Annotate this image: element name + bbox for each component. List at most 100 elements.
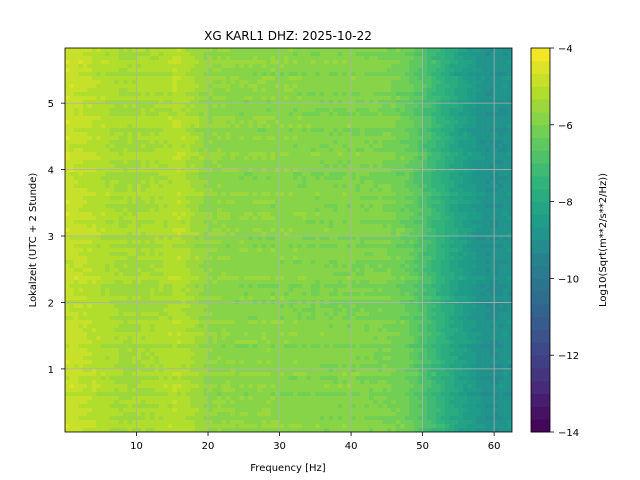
heatmap-cell [462, 116, 468, 121]
heatmap-cell [185, 76, 191, 81]
heatmap-cell [176, 212, 182, 217]
heatmap-cell [386, 56, 392, 61]
heatmap-cell [105, 56, 111, 61]
heatmap-cell [257, 100, 263, 105]
heatmap-cell [261, 196, 267, 201]
heatmap-cell [239, 220, 245, 225]
heatmap-cell [391, 84, 397, 89]
heatmap-cell [351, 244, 357, 249]
heatmap-cell [449, 192, 455, 197]
heatmap-cell [386, 160, 392, 165]
heatmap-cell [328, 220, 334, 225]
heatmap-cell [181, 160, 187, 165]
heatmap-cell [315, 128, 321, 133]
heatmap-cell [471, 104, 477, 109]
heatmap-cell [324, 148, 330, 153]
heatmap-cell [96, 108, 102, 113]
heatmap-cell [382, 244, 388, 249]
heatmap-cell [284, 188, 290, 193]
heatmap-cell [261, 212, 267, 217]
heatmap-cell [427, 60, 433, 65]
heatmap-cell [453, 72, 459, 77]
heatmap-cell [328, 164, 334, 169]
heatmap-cell [436, 200, 442, 205]
heatmap-cell [275, 104, 281, 109]
heatmap-cell [436, 96, 442, 101]
heatmap-cell [373, 124, 379, 129]
heatmap-cell [301, 76, 307, 81]
heatmap-cell [109, 88, 115, 93]
heatmap-cell [216, 172, 223, 177]
heatmap-cell [386, 68, 392, 73]
heatmap-cell [140, 128, 147, 133]
heatmap-cell [140, 172, 147, 177]
heatmap-cell [105, 220, 111, 225]
heatmap-cell [377, 140, 383, 145]
heatmap-cell [360, 184, 366, 189]
heatmap-cell [485, 68, 491, 73]
heatmap-cell [427, 208, 433, 213]
heatmap-cell [377, 60, 383, 65]
heatmap-cell [409, 200, 415, 205]
heatmap-cell [364, 96, 370, 101]
heatmap-cell [306, 200, 312, 205]
heatmap-cell [154, 108, 160, 113]
heatmap-cell [118, 240, 124, 245]
heatmap-cell [216, 80, 223, 85]
heatmap-cell [297, 132, 303, 137]
heatmap-cell [190, 80, 196, 85]
heatmap-cell [221, 168, 227, 173]
heatmap-cell [123, 196, 129, 201]
heatmap-cell [364, 100, 370, 105]
heatmap-cell [221, 204, 227, 209]
heatmap-cell [91, 68, 97, 73]
heatmap-cell [306, 60, 312, 65]
heatmap-cell [225, 192, 231, 197]
heatmap-cell [69, 112, 75, 117]
heatmap-cell [413, 184, 419, 189]
heatmap-cell [266, 180, 272, 185]
heatmap-cell [149, 208, 155, 213]
heatmap-cell [167, 216, 173, 221]
heatmap-cell [239, 200, 245, 205]
heatmap-cell [212, 64, 218, 69]
heatmap-cell [181, 220, 187, 225]
heatmap-cell [185, 200, 191, 205]
heatmap-cell [297, 192, 303, 197]
heatmap-cell [136, 232, 142, 237]
heatmap-cell [489, 228, 495, 233]
heatmap-cell [413, 156, 419, 161]
heatmap-cell [489, 120, 495, 125]
heatmap-cell [368, 156, 375, 161]
heatmap-cell [270, 64, 276, 69]
heatmap-cell [91, 164, 97, 169]
heatmap-cell [176, 160, 182, 165]
heatmap-cell [418, 140, 424, 145]
heatmap-cell [109, 192, 115, 197]
heatmap-cell [163, 160, 169, 165]
heatmap-cell [288, 220, 294, 225]
heatmap-cell [145, 192, 151, 197]
heatmap-cell [507, 240, 512, 245]
heatmap-cell [476, 152, 482, 157]
heatmap-cell [355, 180, 361, 185]
heatmap-cell [301, 188, 307, 193]
heatmap-cell [404, 164, 410, 169]
heatmap-cell [158, 108, 164, 113]
heatmap-cell [163, 64, 169, 69]
heatmap-cell [82, 164, 88, 169]
heatmap-cell [239, 152, 245, 157]
heatmap-cell [480, 164, 486, 169]
heatmap-cell [485, 112, 491, 117]
heatmap-cell [467, 48, 473, 53]
heatmap-cell [391, 116, 397, 121]
heatmap-cell [310, 116, 316, 121]
heatmap-cell [310, 80, 316, 85]
heatmap-cell [355, 104, 361, 109]
heatmap-cell [373, 100, 379, 105]
heatmap-cell [503, 64, 509, 69]
heatmap-cell [292, 168, 299, 173]
heatmap-cell [503, 236, 509, 241]
heatmap-cell [154, 92, 160, 97]
